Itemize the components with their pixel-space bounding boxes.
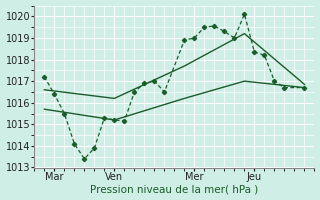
X-axis label: Pression niveau de la mer( hPa ): Pression niveau de la mer( hPa ) — [90, 184, 259, 194]
